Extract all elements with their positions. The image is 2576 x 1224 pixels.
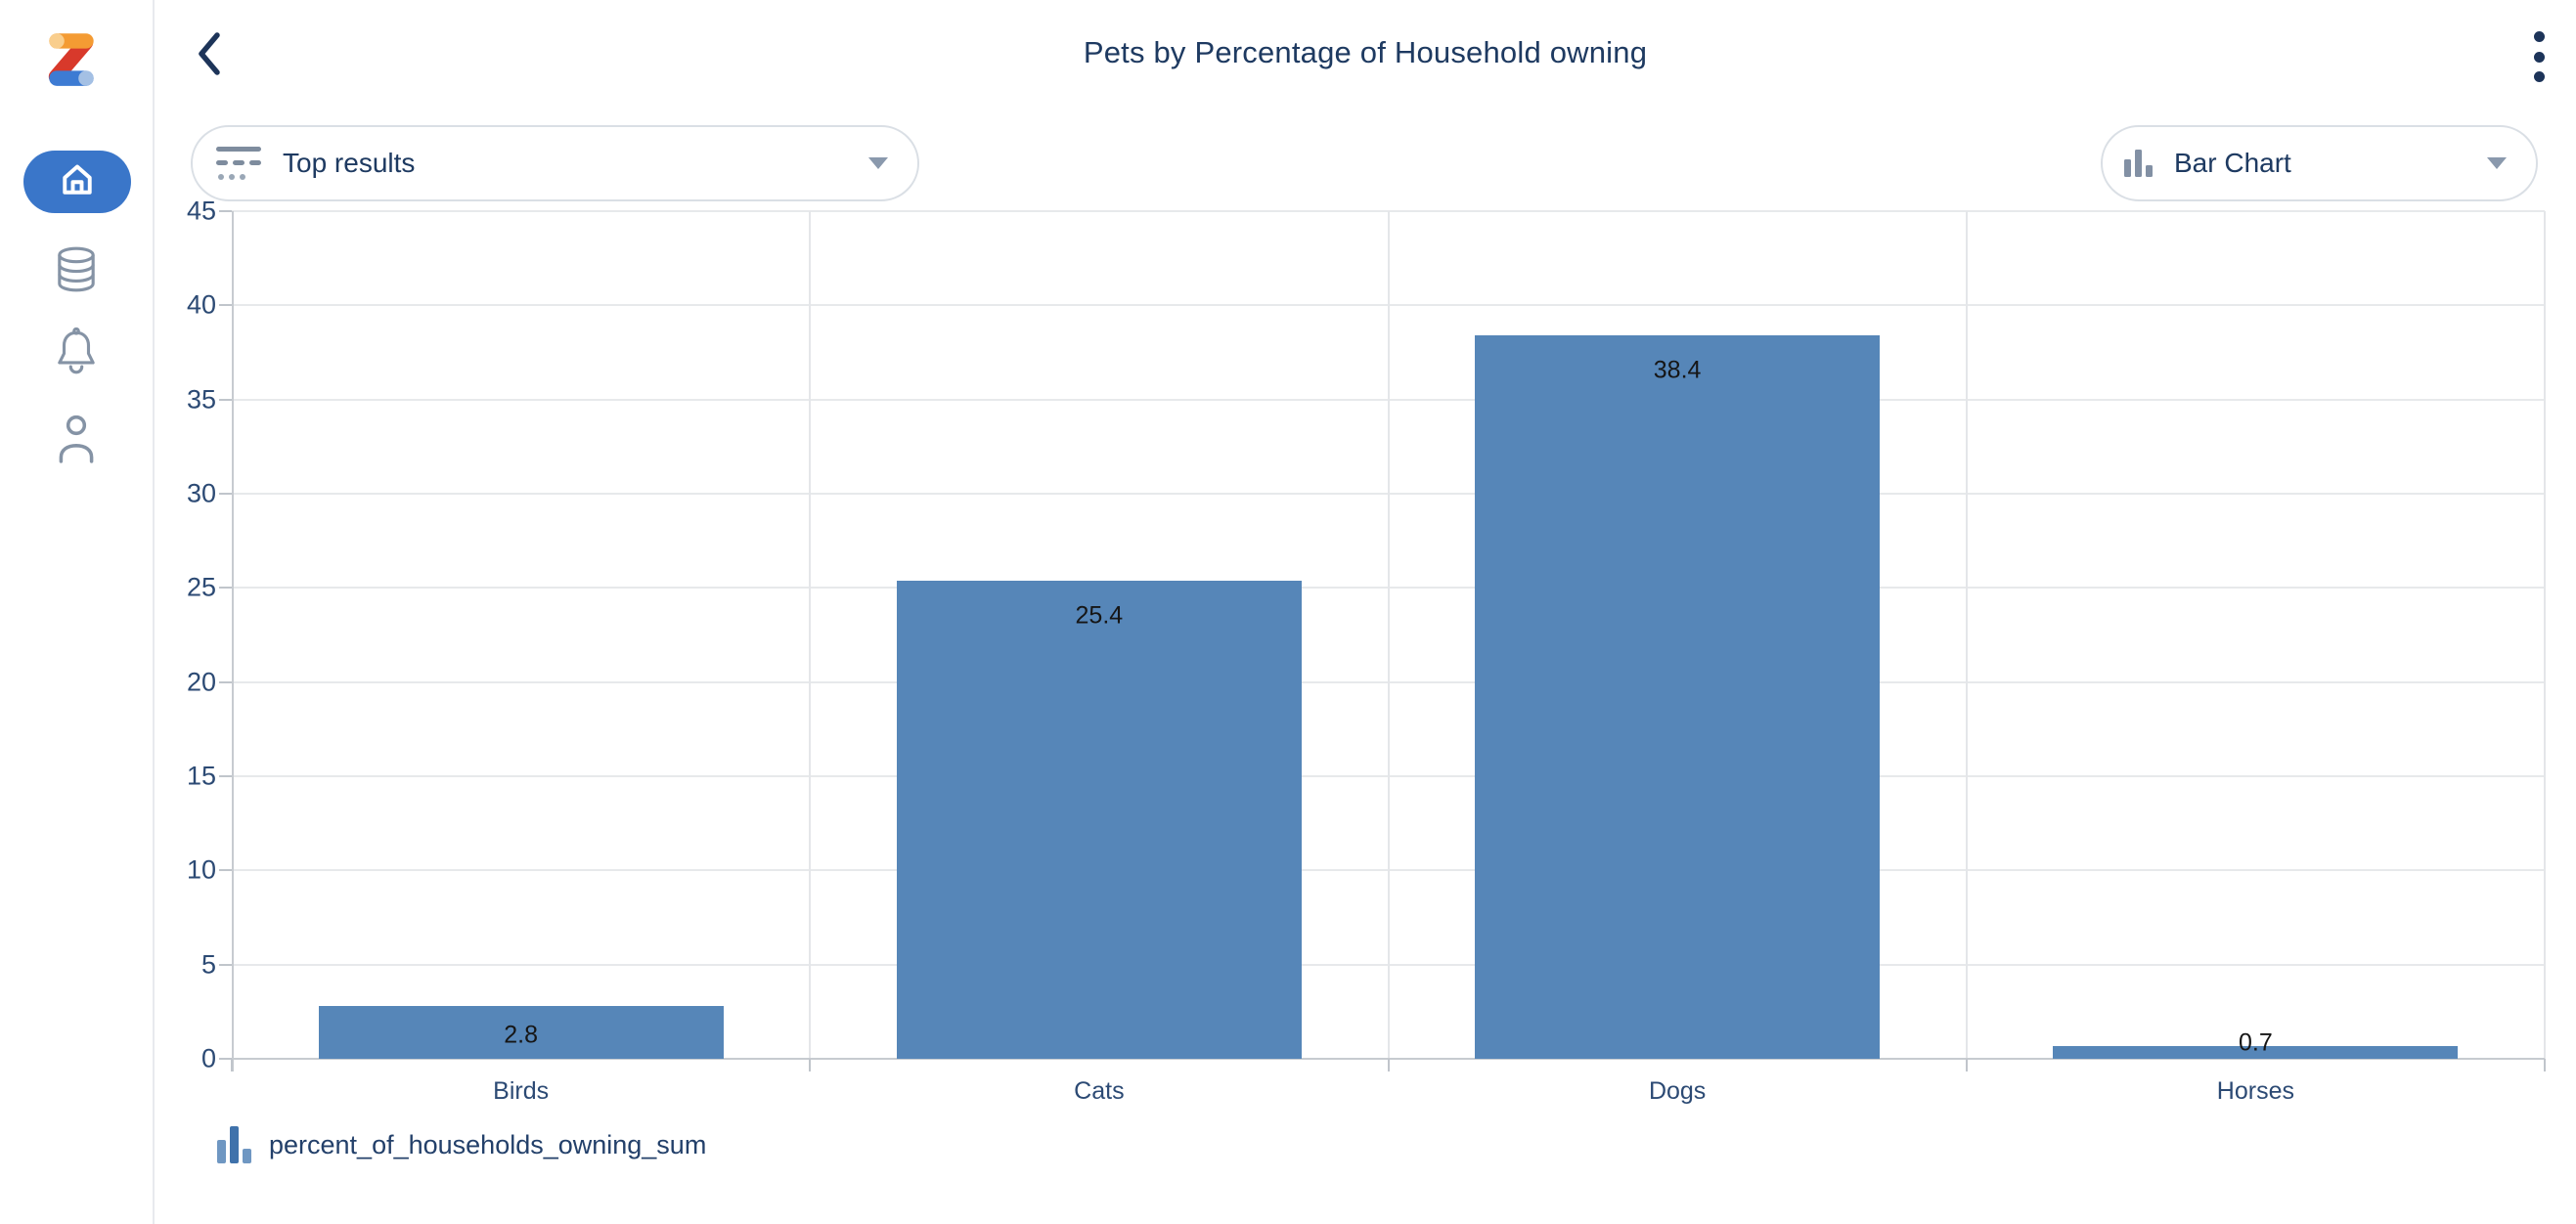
bar-chart-plot: 0 5 10 15 20 25 30 35 40 45 2.8 Birds 25.4 Cats 38.4 Do… — [155, 0, 2576, 1224]
xtick-3 — [1965, 1059, 1968, 1071]
ytick-20 — [219, 680, 232, 683]
page-title: Pets by Percentage of Household owning — [1083, 35, 1648, 69]
gridline-x-3 — [1965, 211, 1968, 1059]
ytick-label-40: 40 — [186, 289, 216, 320]
y-axis-line — [232, 211, 234, 1071]
ytick-45 — [219, 210, 232, 212]
bar-series-icon — [217, 1126, 251, 1163]
user-icon — [56, 413, 97, 468]
chevron-left-icon — [197, 31, 222, 79]
xcat-label-horses: Horses — [2216, 1077, 2294, 1105]
ytick-40 — [219, 304, 232, 307]
ytick-label-45: 45 — [186, 196, 216, 226]
kebab-menu-icon[interactable] — [2521, 31, 2556, 82]
gridline-x-4 — [2544, 211, 2546, 1059]
gridline-x-1 — [809, 211, 812, 1059]
z-logo[interactable] — [39, 27, 104, 92]
bar-value-dogs: 38.4 — [1653, 356, 1702, 384]
xtick-2 — [1387, 1059, 1390, 1071]
back-button[interactable] — [190, 29, 229, 80]
xtick-4 — [2544, 1059, 2546, 1071]
database-icon — [54, 245, 99, 299]
ytick-label-15: 15 — [186, 761, 216, 791]
sidebar-item-notifications[interactable] — [49, 326, 104, 380]
bar-birds[interactable] — [318, 1006, 724, 1059]
ytick-label-35: 35 — [186, 384, 216, 415]
xcat-label-birds: Birds — [493, 1077, 550, 1105]
chevron-down-icon — [2487, 157, 2507, 169]
main-panel: Pets by Percentage of Household owning T… — [155, 0, 2576, 1224]
bar-dogs[interactable] — [1475, 335, 1881, 1059]
xcat-label-cats: Cats — [1074, 1077, 1125, 1105]
filter-rows-icon — [216, 147, 261, 180]
bar-horses[interactable] — [2053, 1045, 2459, 1059]
bell-icon — [53, 326, 100, 381]
sidebar — [0, 0, 155, 1224]
bar-value-cats: 25.4 — [1075, 601, 1124, 630]
legend-label: percent_of_households_owning_sum — [269, 1129, 707, 1159]
chart-type-dropdown[interactable]: Bar Chart — [2101, 125, 2538, 201]
xtick-1 — [809, 1059, 812, 1071]
xcat-label-dogs: Dogs — [1648, 1077, 1707, 1105]
ytick-10 — [219, 869, 232, 872]
sidebar-item-home[interactable] — [23, 151, 131, 213]
bar-value-horses: 0.7 — [2238, 1028, 2273, 1056]
ytick-0 — [219, 1058, 232, 1060]
ytick-35 — [219, 398, 232, 401]
sidebar-item-data[interactable] — [49, 244, 104, 299]
bar-value-birds: 2.8 — [504, 1021, 538, 1049]
home-icon — [57, 159, 98, 205]
ytick-label-10: 10 — [186, 854, 216, 885]
ytick-label-25: 25 — [186, 572, 216, 602]
ytick-30 — [219, 493, 232, 495]
ytick-label-30: 30 — [186, 478, 216, 508]
chart-legend[interactable]: percent_of_households_owning_sum — [217, 1126, 706, 1163]
ytick-label-20: 20 — [186, 667, 216, 697]
bar-cats[interactable] — [896, 580, 1302, 1059]
results-dropdown[interactable]: Top results — [191, 125, 919, 201]
ytick-label-0: 0 — [200, 1043, 216, 1073]
ytick-5 — [219, 963, 232, 966]
ytick-25 — [219, 587, 232, 590]
chevron-down-icon — [868, 157, 888, 169]
sidebar-item-profile[interactable] — [49, 413, 104, 467]
ytick-label-5: 5 — [200, 949, 216, 980]
xtick-0 — [231, 1059, 233, 1071]
bar-chart-icon — [2124, 150, 2153, 177]
chart-type-dropdown-label: Bar Chart — [2174, 148, 2291, 178]
results-dropdown-label: Top results — [283, 148, 416, 178]
gridline-x-2 — [1387, 211, 1390, 1059]
ytick-15 — [219, 775, 232, 777]
